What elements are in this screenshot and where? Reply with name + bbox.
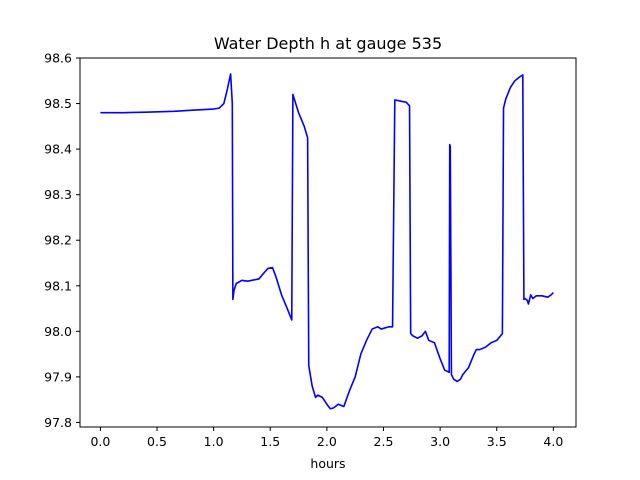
y-tick-label: 98.2 xyxy=(44,233,72,248)
x-tick-label: 1.0 xyxy=(204,434,224,449)
x-tick-label: 0.5 xyxy=(147,434,167,449)
y-tick-label: 98.1 xyxy=(44,278,72,293)
series-line-0 xyxy=(100,73,554,410)
x-axis-label: hours xyxy=(310,456,345,471)
y-tick-label: 97.9 xyxy=(44,369,72,384)
y-tick-label: 98.3 xyxy=(44,187,72,202)
y-tick-label: 97.8 xyxy=(44,415,72,430)
plot-area xyxy=(79,57,577,428)
y-tick-label: 98.0 xyxy=(44,324,72,339)
x-tick-label: 1.5 xyxy=(260,434,280,449)
y-tick-label: 98.5 xyxy=(44,96,72,111)
y-tick-label: 98.4 xyxy=(44,142,72,157)
x-tick-label: 2.5 xyxy=(374,434,394,449)
x-tick-label: 0.0 xyxy=(90,434,110,449)
chart-title: Water Depth h at gauge 535 xyxy=(214,34,442,53)
x-tick-label: 3.5 xyxy=(487,434,507,449)
x-tick-label: 3.0 xyxy=(430,434,450,449)
x-tick-label: 2.0 xyxy=(317,434,337,449)
x-tick-label: 4.0 xyxy=(543,434,563,449)
y-tick-label: 98.6 xyxy=(44,51,72,66)
